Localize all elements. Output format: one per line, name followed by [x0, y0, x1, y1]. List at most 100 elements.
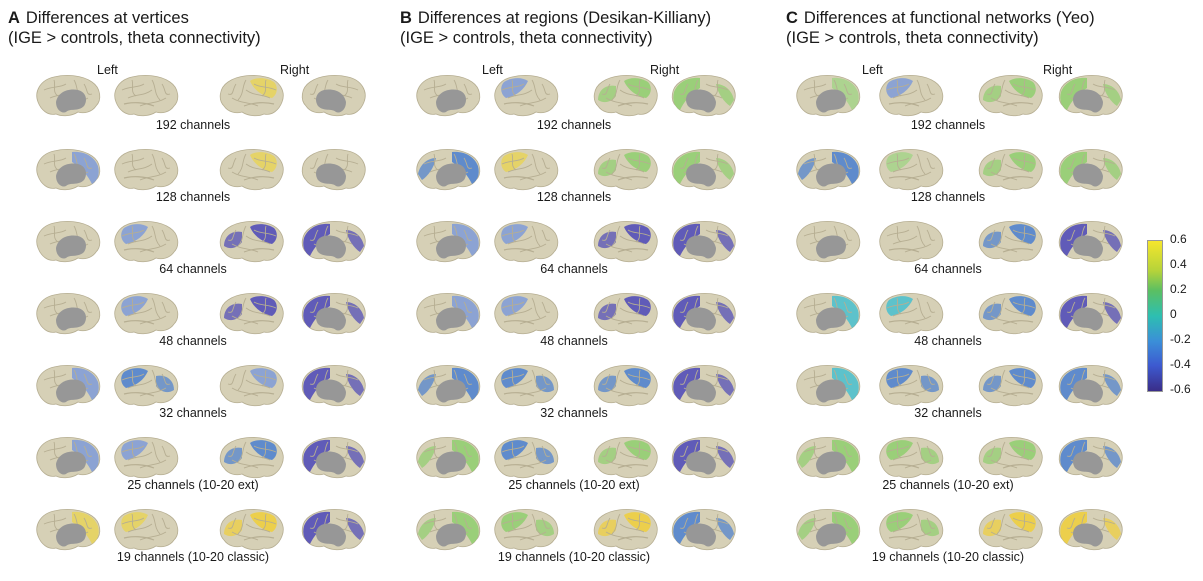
brain-medial-view: [671, 365, 736, 407]
brain-medial-view: [1058, 437, 1123, 479]
brain-lateral-view: [219, 221, 284, 263]
brain-medial-view: [416, 293, 481, 335]
brain-lateral-view: [879, 221, 944, 263]
brain-medial-view: [671, 221, 736, 263]
brain-medial-view: [796, 509, 861, 551]
brain-medial-view: [796, 365, 861, 407]
panel-c-right-label: Right: [1043, 63, 1073, 77]
brain-medial-view: [36, 149, 101, 191]
brain-medial-view: [1058, 149, 1123, 191]
brain-lateral-view: [593, 149, 658, 191]
brain-medial-view: [1058, 365, 1123, 407]
brain-medial-view: [36, 365, 101, 407]
row-label: 64 channels: [914, 262, 982, 276]
brain-lateral-view: [978, 293, 1043, 335]
row-label: 48 channels: [914, 334, 982, 348]
brain-lateral-view: [219, 437, 284, 479]
brain-lateral-view: [879, 149, 944, 191]
row-label: 32 channels: [540, 406, 608, 420]
brain-medial-view: [416, 75, 481, 117]
brain-medial-view: [416, 365, 481, 407]
brain-lateral-view: [593, 75, 658, 117]
brain-medial-view: [796, 437, 861, 479]
panel-a-right-label: Right: [280, 63, 310, 77]
brain-medial-view: [36, 75, 101, 117]
brain-medial-view: [671, 293, 736, 335]
brain-medial-view: [301, 509, 366, 551]
brain-medial-view: [36, 509, 101, 551]
brain-medial-view: [796, 75, 861, 117]
panel-b-letter: B: [400, 9, 412, 27]
colorbar-tick: 0.2: [1170, 282, 1187, 296]
brain-medial-view: [416, 149, 481, 191]
brain-lateral-view: [114, 437, 179, 479]
brain-medial-view: [301, 365, 366, 407]
panel-c-left-label: Left: [862, 63, 883, 77]
row-label: 19 channels (10-20 classic): [116, 550, 270, 564]
brain-medial-view: [1058, 75, 1123, 117]
brain-medial-view: [1058, 221, 1123, 263]
colorbar-tick: 0.6: [1170, 232, 1187, 246]
brain-medial-view: [301, 293, 366, 335]
panel-b-left-label: Left: [482, 63, 503, 77]
brain-lateral-view: [219, 509, 284, 551]
colorbar-tick: -0.2: [1170, 332, 1191, 346]
row-label: 128 channels: [910, 190, 986, 204]
colorbar-tick: 0: [1170, 307, 1177, 321]
brain-lateral-view: [593, 293, 658, 335]
brain-lateral-view: [114, 221, 179, 263]
brain-medial-view: [301, 149, 366, 191]
brain-lateral-view: [593, 437, 658, 479]
brain-lateral-view: [978, 437, 1043, 479]
row-label: 192 channels: [536, 118, 612, 132]
brain-lateral-view: [494, 293, 559, 335]
panel-c-letter: C: [786, 9, 798, 27]
panel-a-letter: A: [8, 9, 20, 27]
brain-lateral-view: [593, 509, 658, 551]
panel-b: B Differences at regions (Desikan-Killian…: [392, 0, 787, 581]
row-label: 192 channels: [910, 118, 986, 132]
panel-a-title-text: Differences at vertices: [25, 9, 189, 27]
brain-lateral-view: [978, 221, 1043, 263]
brain-lateral-view: [114, 509, 179, 551]
panel-c-title: C Differences at functional networks (Yeo…: [786, 8, 1095, 48]
brain-lateral-view: [978, 149, 1043, 191]
brain-lateral-view: [114, 75, 179, 117]
brain-lateral-view: [219, 149, 284, 191]
panel-b-subtitle: (IGE > controls, theta connectivity): [400, 29, 653, 47]
brain-lateral-view: [219, 75, 284, 117]
brain-medial-view: [301, 75, 366, 117]
row-label: 19 channels (10-20 classic): [497, 550, 651, 564]
colorbar: [1147, 240, 1163, 392]
brain-medial-view: [36, 437, 101, 479]
brain-lateral-view: [879, 293, 944, 335]
panel-a-title: A Differences at vertices (IGE > controls…: [8, 8, 261, 48]
colorbar-tick: -0.6: [1170, 382, 1191, 396]
brain-medial-view: [796, 149, 861, 191]
panel-b-title-text: Differences at regions (Desikan-Killiany…: [417, 9, 712, 27]
row-label: 48 channels: [159, 334, 227, 348]
row-label: 25 channels (10-20 ext): [882, 478, 1014, 492]
brain-medial-view: [671, 149, 736, 191]
brain-lateral-view: [978, 509, 1043, 551]
panel-c-title-text: Differences at functional networks (Yeo): [803, 9, 1095, 27]
brain-lateral-view: [219, 293, 284, 335]
brain-lateral-view: [494, 509, 559, 551]
brain-lateral-view: [494, 75, 559, 117]
panel-b-title: B Differences at regions (Desikan-Killian…: [400, 8, 711, 48]
panel-a: A Differences at vertices (IGE > controls…: [0, 0, 395, 581]
row-label: 25 channels (10-20 ext): [508, 478, 640, 492]
brain-lateral-view: [879, 75, 944, 117]
brain-medial-view: [671, 75, 736, 117]
brain-lateral-view: [114, 149, 179, 191]
brain-lateral-view: [978, 75, 1043, 117]
brain-medial-view: [416, 221, 481, 263]
brain-lateral-view: [593, 365, 658, 407]
brain-medial-view: [671, 437, 736, 479]
brain-medial-view: [1058, 509, 1123, 551]
brain-lateral-view: [494, 221, 559, 263]
brain-lateral-view: [494, 437, 559, 479]
panel-c-subtitle: (IGE > controls, theta connectivity): [786, 29, 1039, 47]
brain-medial-view: [416, 437, 481, 479]
colorbar-tick: 0.4: [1170, 257, 1187, 271]
